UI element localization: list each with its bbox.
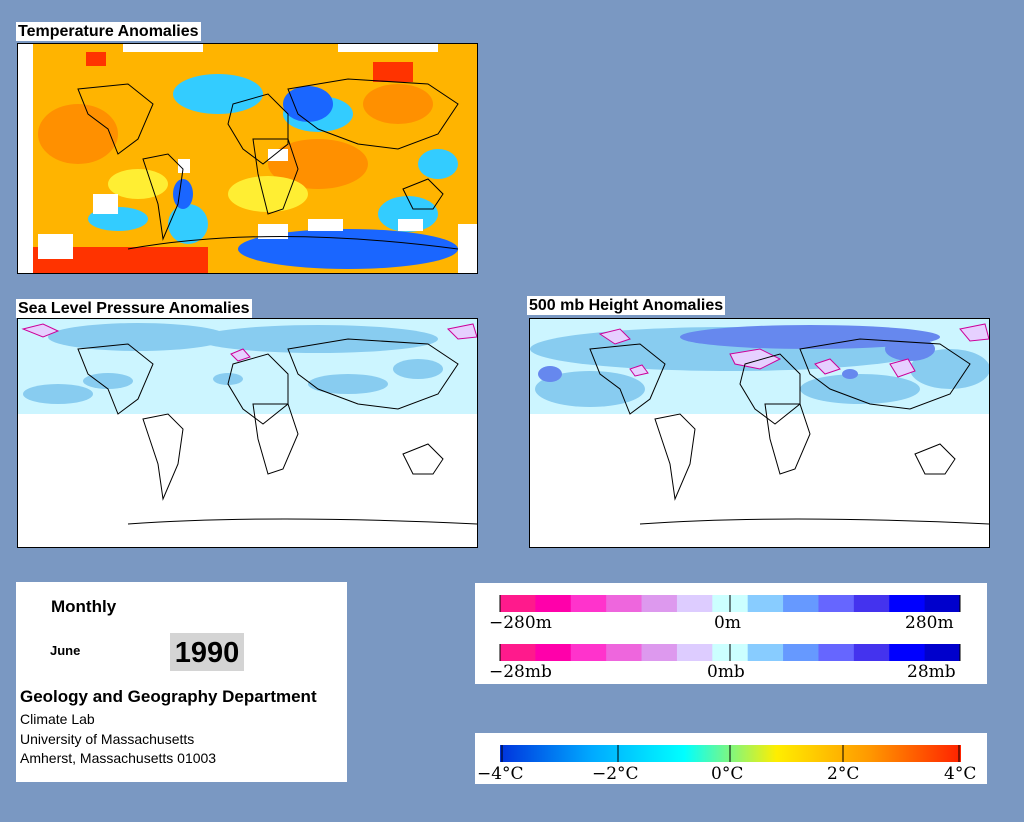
height-mid-label: 0m — [714, 613, 741, 633]
height-colorbar — [499, 595, 961, 612]
slp-anomaly-map — [17, 318, 478, 548]
pressure-colorbar — [499, 644, 961, 661]
info-panel: Monthly June 1990 Geology and Geography … — [16, 582, 347, 782]
height-min-label: −280m — [489, 613, 552, 633]
height500-panel-title: 500 mb Height Anomalies — [527, 296, 726, 315]
colorbar-segment — [818, 595, 855, 612]
temperature-min-label: −4°C — [477, 764, 524, 784]
height500-anomaly-map — [529, 318, 990, 548]
colorbar-segment — [747, 644, 784, 661]
temperature-legend: −4°C −2°C 0°C 2°C 4°C — [475, 733, 987, 784]
address-line: Amherst, Massachusetts 01003 — [20, 750, 217, 766]
colorbar-segment — [924, 644, 961, 661]
height-max-label: 280m — [905, 613, 954, 633]
colorbar-segment — [606, 644, 643, 661]
department-name: Geology and Geography Department — [20, 687, 317, 706]
temperature-pos-label: 2°C — [827, 764, 859, 784]
colorbar-segment — [570, 595, 607, 612]
colorbar-segment — [889, 644, 926, 661]
year-label: 1990 — [170, 633, 244, 671]
colorbar-segment — [783, 595, 819, 612]
colorbar-segment — [783, 644, 819, 661]
colorbar-segment — [641, 644, 678, 661]
period-label: Monthly — [51, 597, 117, 616]
temperature-mid-label: 0°C — [711, 764, 743, 784]
colorbar-segment — [747, 595, 784, 612]
university-line: University of Massachusetts — [20, 731, 195, 747]
colorbar-segment — [924, 595, 961, 612]
colorbar-segment — [853, 595, 890, 612]
colorbar-segment — [853, 644, 890, 661]
colorbar-segment — [606, 595, 643, 612]
temperature-max-label: 4°C — [944, 764, 976, 784]
colorbar-segment — [889, 595, 926, 612]
colorbar-segment — [570, 644, 607, 661]
pressure-mid-label: 0mb — [707, 662, 745, 682]
colorbar-segment — [535, 595, 572, 612]
colorbar-segment — [676, 644, 713, 661]
colorbar-segment — [500, 595, 536, 612]
colorbar-segment — [535, 644, 572, 661]
temperature-panel-title: Temperature Anomalies — [16, 22, 201, 41]
colorbar-segment — [676, 595, 713, 612]
colorbar-segment — [818, 644, 855, 661]
slp-panel-title: Sea Level Pressure Anomalies — [16, 299, 252, 318]
month-label: June — [50, 643, 81, 658]
temperature-anomaly-map — [17, 43, 478, 274]
climate-lab-line: Climate Lab — [20, 711, 95, 727]
colorbar-segment — [641, 595, 678, 612]
height-pressure-legend: −280m 0m 280m −28mb 0mb 28mb — [475, 583, 987, 684]
colorbar-segment — [500, 644, 536, 661]
temperature-neg-label: −2°C — [592, 764, 639, 784]
pressure-max-label: 28mb — [907, 662, 956, 682]
pressure-min-label: −28mb — [489, 662, 552, 682]
